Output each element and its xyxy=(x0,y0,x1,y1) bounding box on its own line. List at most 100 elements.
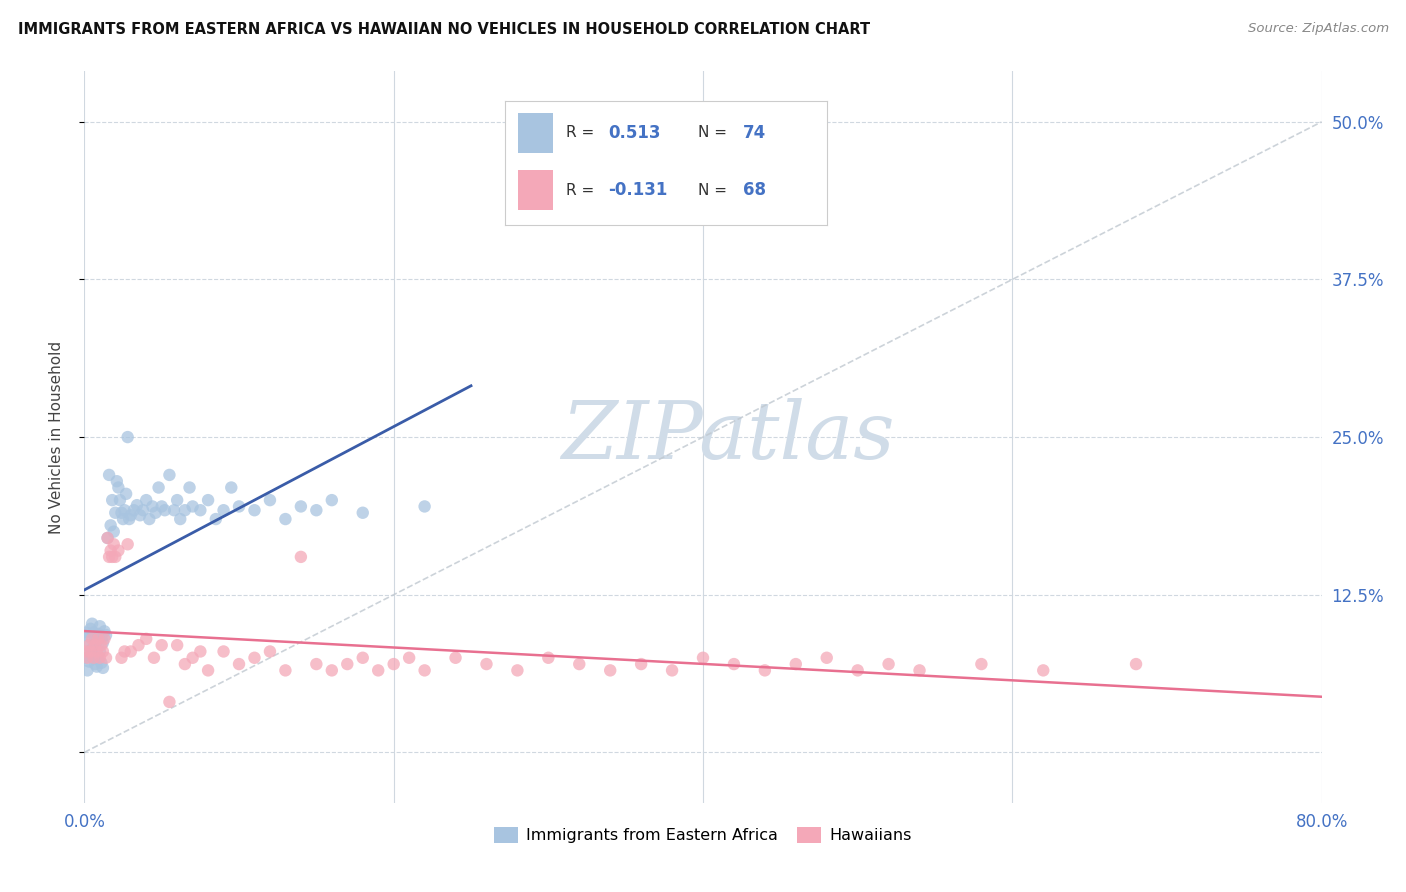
Point xyxy=(108,493,131,508)
Point xyxy=(274,512,297,526)
Point xyxy=(179,481,201,495)
Point xyxy=(83,650,105,665)
Point xyxy=(290,549,312,564)
Point xyxy=(159,467,180,482)
Point xyxy=(120,644,142,658)
Point xyxy=(115,487,138,501)
Point xyxy=(87,627,110,641)
Point xyxy=(174,503,197,517)
Point xyxy=(197,664,219,678)
Point xyxy=(86,634,108,648)
Point xyxy=(846,664,869,678)
Point xyxy=(259,493,281,508)
Point xyxy=(413,500,436,514)
Point xyxy=(84,632,107,646)
Point xyxy=(118,512,141,526)
Point xyxy=(159,695,180,709)
Point xyxy=(76,638,98,652)
Point xyxy=(110,650,132,665)
Point xyxy=(122,503,145,517)
Point xyxy=(89,644,111,658)
Point xyxy=(91,644,114,658)
Point xyxy=(877,657,900,671)
Point xyxy=(79,644,101,658)
Point xyxy=(352,506,374,520)
Point xyxy=(77,655,100,669)
Point xyxy=(908,664,931,678)
Point xyxy=(150,500,173,514)
Point xyxy=(104,549,127,564)
Point xyxy=(145,506,167,520)
Point xyxy=(148,481,170,495)
Point xyxy=(1032,664,1054,678)
Point xyxy=(228,500,250,514)
Point xyxy=(754,664,776,678)
Point xyxy=(90,638,112,652)
Point xyxy=(599,664,621,678)
Point xyxy=(76,650,98,665)
Point xyxy=(188,644,211,658)
Point xyxy=(163,503,186,517)
Point xyxy=(114,503,136,517)
Point xyxy=(127,638,149,652)
Point xyxy=(91,661,114,675)
Point xyxy=(98,467,121,482)
Point xyxy=(723,657,745,671)
Point xyxy=(219,481,242,495)
Point xyxy=(77,629,100,643)
Point xyxy=(444,650,467,665)
Point xyxy=(181,500,204,514)
Point xyxy=(101,493,124,508)
Point xyxy=(103,537,125,551)
Point xyxy=(120,508,142,523)
Point xyxy=(305,657,328,671)
Point xyxy=(475,657,498,671)
Point xyxy=(243,650,266,665)
Point xyxy=(79,622,101,636)
Y-axis label: No Vehicles in Household: No Vehicles in Household xyxy=(49,341,63,533)
Point xyxy=(630,657,652,671)
Point xyxy=(367,664,389,678)
Point xyxy=(132,503,155,517)
Point xyxy=(110,506,132,520)
Point xyxy=(166,638,188,652)
Point xyxy=(506,664,529,678)
Point xyxy=(77,638,100,652)
Legend: Immigrants from Eastern Africa, Hawaiians: Immigrants from Eastern Africa, Hawaiian… xyxy=(488,821,918,850)
Point xyxy=(84,638,107,652)
Point xyxy=(537,650,560,665)
Point xyxy=(86,644,108,658)
Point xyxy=(125,498,148,512)
Point xyxy=(112,512,135,526)
Point xyxy=(212,644,235,658)
Point xyxy=(150,638,173,652)
Point xyxy=(785,657,807,671)
Point xyxy=(101,549,124,564)
Point xyxy=(91,635,114,649)
Point xyxy=(815,650,838,665)
Point xyxy=(135,493,157,508)
Point xyxy=(188,503,211,517)
Point xyxy=(169,512,191,526)
Point xyxy=(79,647,101,661)
Point xyxy=(274,664,297,678)
Point xyxy=(87,632,110,646)
Point xyxy=(89,650,111,665)
Point xyxy=(94,628,117,642)
Point xyxy=(100,543,122,558)
Point xyxy=(382,657,405,671)
Point xyxy=(197,493,219,508)
Point xyxy=(568,657,591,671)
Point xyxy=(82,642,104,657)
Point xyxy=(93,632,115,646)
Point xyxy=(1125,657,1147,671)
Text: IMMIGRANTS FROM EASTERN AFRICA VS HAWAIIAN NO VEHICLES IN HOUSEHOLD CORRELATION : IMMIGRANTS FROM EASTERN AFRICA VS HAWAII… xyxy=(18,22,870,37)
Point xyxy=(96,531,118,545)
Point xyxy=(661,664,683,678)
Point xyxy=(82,616,104,631)
Point xyxy=(90,631,112,645)
Point xyxy=(174,657,197,671)
Point xyxy=(413,664,436,678)
Point xyxy=(105,474,128,488)
Point xyxy=(117,537,139,551)
